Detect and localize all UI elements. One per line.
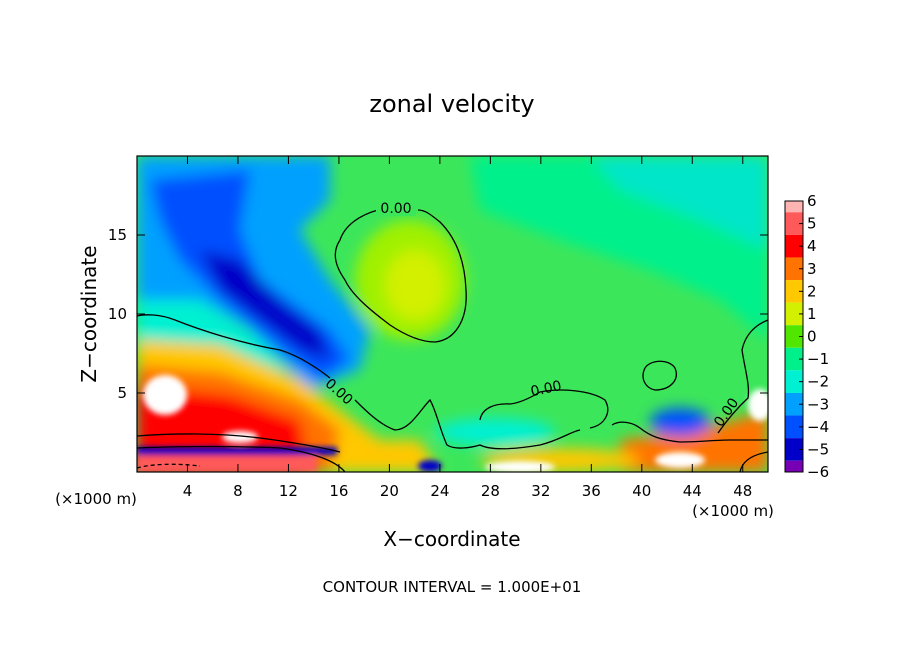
contour-upper-loop: [334, 209, 467, 343]
colorbar-swatch: [785, 347, 803, 371]
field-white-hotspot-right: [748, 389, 768, 421]
field-upper-right-aqua: [590, 156, 768, 250]
field-cyan-patch-bottom: [435, 418, 555, 446]
colorbar-swatch: [785, 257, 803, 281]
field-white-hotspot-mid: [222, 431, 258, 443]
colorbar-label: −5: [807, 440, 829, 458]
colorbar-swatch: [785, 201, 803, 213]
contour-corner-right: [739, 451, 768, 472]
colorbar-label: 5: [807, 215, 817, 233]
x-tick-label: 28: [481, 482, 500, 500]
x-tick-label: 32: [531, 482, 550, 500]
field-central-warm-core: [385, 250, 445, 320]
colorbar-label: 1: [807, 305, 817, 323]
velocity-field: [137, 156, 768, 472]
colorbar-swatch: [785, 370, 803, 393]
y-tick-label: 10: [108, 305, 127, 323]
y-axis-title: Z−coordinate: [77, 245, 101, 382]
colorbar-label: 0: [807, 328, 817, 346]
x-tick-label: 20: [380, 482, 399, 500]
x-tick-label: 48: [733, 482, 752, 500]
contour-dashed-bottom: [137, 463, 201, 469]
colorbar-label: 4: [807, 237, 817, 255]
field-white-hotspot-bottom: [655, 452, 705, 468]
y-tick-label: 15: [108, 226, 127, 244]
contour-label-bg-top: [376, 200, 416, 216]
contour-label-top: 0.00: [380, 201, 411, 217]
field-blue-spot-bottom: [418, 460, 442, 472]
x-tick-label: 8: [233, 482, 243, 500]
colorbar-swatch: [785, 438, 803, 461]
x-tick-label: 40: [632, 482, 651, 500]
colorbar-label: −1: [807, 350, 829, 368]
x-tick-label: 24: [430, 482, 449, 500]
x-tick-label: 12: [279, 482, 298, 500]
colorbar-swatch: [785, 302, 803, 326]
x-tick-label: 44: [683, 482, 702, 500]
y-tick-label: 5: [117, 384, 127, 402]
colorbar-swatch: [785, 325, 803, 348]
contour-label-mid: 0.00: [529, 378, 563, 400]
colorbar-swatch: [785, 212, 803, 235]
contour-right-lower: [611, 421, 768, 443]
colorbar-label: −3: [807, 395, 829, 413]
field-blue-plume-deep: [200, 250, 330, 360]
contour-mid-bump: [479, 389, 609, 429]
contour-small-loop: [642, 360, 677, 391]
field-red-strip-bottom: [137, 456, 317, 472]
contour-interval-text: CONTOUR INTERVAL = 1.000E+01: [323, 578, 582, 596]
x-tick-label: 4: [183, 482, 193, 500]
colorbar-swatch: [785, 280, 803, 303]
colorbar-label: 6: [807, 192, 817, 210]
field-blue-patch-right: [650, 408, 710, 436]
colorbar-label: −4: [807, 418, 829, 436]
colorbar-label: −2: [807, 373, 829, 391]
field-white-hotspot-left: [143, 375, 187, 415]
zero-contours: [137, 209, 768, 472]
contour-lower-wiggle: [354, 398, 581, 450]
chart-title: zonal velocity: [369, 90, 534, 118]
contour-bottom-left: [137, 445, 346, 472]
colorbar-swatch: [785, 415, 803, 439]
field-blue-strip-bottom: [137, 447, 337, 455]
x-tick-label: 36: [582, 482, 601, 500]
y-axis: 5 10 15: [108, 226, 768, 402]
x-axis-title: X−coordinate: [383, 527, 520, 551]
x-axis: 4 8 12 16 20 24 28 32 36 40 44 48: [183, 156, 752, 500]
field-white-strip-bottom: [485, 461, 555, 472]
colorbar-label: 2: [807, 282, 817, 300]
colorbar: 6 5 4 3 2 1 0 −1 −2 −3 −4 −5 −6: [784, 192, 829, 481]
colorbar-swatch: [785, 460, 803, 472]
field-bottom-right-orange: [620, 410, 768, 472]
x-unit-label-left: (×1000 m): [55, 490, 137, 508]
colorbar-swatch: [785, 234, 803, 258]
x-tick-label: 16: [329, 482, 348, 500]
colorbar-swatch: [785, 392, 803, 416]
x-unit-label-right: (×1000 m): [692, 502, 774, 520]
contour-left-upper: [137, 314, 331, 379]
contour-right-edge: [717, 319, 768, 434]
contour-bottom-left-2: [137, 433, 341, 453]
colorbar-label: −6: [807, 463, 829, 481]
colorbar-label: 3: [807, 260, 817, 278]
